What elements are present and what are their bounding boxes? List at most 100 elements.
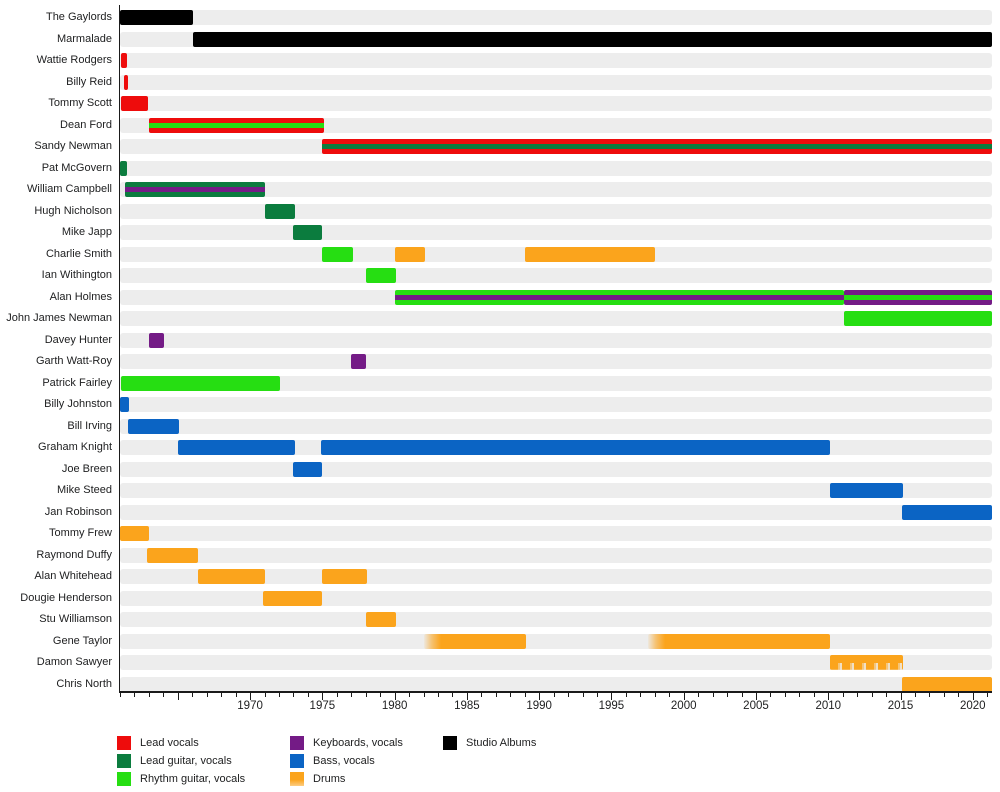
axis-tick bbox=[481, 692, 483, 697]
member-label: Mike Steed bbox=[56, 484, 112, 496]
axis-tick bbox=[698, 692, 700, 697]
timeline-track bbox=[120, 655, 992, 670]
axis-tick bbox=[264, 692, 266, 697]
member-label: Mike Japp bbox=[61, 226, 112, 238]
axis-tick bbox=[134, 692, 136, 697]
timeline-track bbox=[120, 311, 992, 326]
axis-tick bbox=[351, 692, 353, 697]
x-axis-line bbox=[118, 691, 992, 693]
axis-tick bbox=[495, 692, 497, 697]
timeline-bar-orange bbox=[524, 246, 655, 262]
timeline-bar-orange bbox=[901, 676, 992, 692]
axis-tick bbox=[423, 692, 425, 697]
axis-tick-label: 2010 bbox=[815, 700, 842, 712]
timeline-track bbox=[120, 397, 992, 412]
axis-tick bbox=[250, 692, 252, 700]
axis-tick bbox=[886, 692, 888, 697]
axis-tick bbox=[163, 692, 165, 697]
timeline-track bbox=[120, 203, 992, 219]
timeline-bar-lime bbox=[365, 268, 397, 283]
axis-tick-label: 1970 bbox=[237, 700, 263, 712]
member-label: Sandy Newman bbox=[34, 140, 112, 152]
timeline-track bbox=[120, 332, 992, 348]
axis-tick bbox=[813, 692, 815, 697]
legend-swatch-black bbox=[443, 736, 457, 750]
legend-swatch-darkgreen bbox=[117, 754, 131, 768]
member-label: Tommy Frew bbox=[49, 527, 112, 539]
timeline-bar-darkgreen bbox=[293, 225, 323, 240]
timeline-bar-orange bbox=[120, 526, 149, 541]
axis-tick bbox=[625, 692, 627, 697]
member-label: Damon Sawyer bbox=[36, 656, 112, 668]
axis-tick bbox=[683, 692, 685, 700]
axis-tick bbox=[524, 692, 526, 697]
timeline-bar-blue bbox=[901, 504, 992, 520]
member-label: Alan Holmes bbox=[49, 290, 112, 303]
timeline-track bbox=[120, 53, 992, 68]
axis-tick bbox=[727, 692, 729, 697]
legend-swatch-orange bbox=[290, 772, 304, 786]
timeline-bar-darkgreen bbox=[120, 160, 127, 176]
timeline-bar-darkgreen bbox=[125, 182, 265, 197]
axis-tick bbox=[452, 692, 454, 697]
axis-tick-label: 1990 bbox=[526, 700, 552, 712]
member-label: Pat McGovern bbox=[41, 161, 112, 174]
axis-tick bbox=[235, 692, 237, 697]
legend-swatch-purple bbox=[290, 736, 304, 750]
y-axis-line bbox=[118, 5, 121, 693]
timeline-bar-orange bbox=[394, 246, 425, 262]
axis-tick bbox=[712, 692, 714, 697]
member-label: Davey Hunter bbox=[44, 333, 112, 346]
timeline-bar-lime bbox=[394, 289, 845, 305]
timeline-bar-lime bbox=[322, 246, 353, 262]
timeline-bar-blue bbox=[120, 397, 129, 412]
timeline-bar-black bbox=[120, 10, 193, 25]
axis-tick bbox=[741, 692, 743, 697]
legend-label: Rhythm guitar, vocals bbox=[140, 773, 246, 785]
timeline-track bbox=[120, 225, 992, 240]
legend-label: Bass, vocals bbox=[313, 755, 375, 767]
axis-tick-label: 1985 bbox=[454, 700, 480, 712]
member-label: John James Newman bbox=[6, 312, 112, 324]
axis-tick bbox=[857, 692, 859, 697]
axis-tick bbox=[336, 692, 338, 697]
timeline-track bbox=[120, 354, 992, 369]
member-label: Billy Johnston bbox=[44, 398, 112, 410]
member-label: Patrick Fairley bbox=[42, 376, 112, 389]
timeline-track bbox=[120, 74, 992, 90]
member-label: Jan Robinson bbox=[44, 505, 112, 518]
axis-tick-label: 2005 bbox=[743, 700, 769, 712]
axis-tick bbox=[221, 692, 223, 697]
legend-swatch-lime bbox=[117, 772, 131, 786]
timeline-track bbox=[120, 10, 992, 25]
timeline-bar-orange bbox=[263, 590, 323, 606]
timeline-track bbox=[120, 526, 992, 541]
axis-tick bbox=[394, 692, 396, 700]
axis-tick-label: 1980 bbox=[381, 700, 408, 712]
timeline-bar-purple bbox=[148, 332, 165, 348]
legend-label: Lead vocals bbox=[140, 737, 199, 749]
timeline-bar-darkgreen bbox=[264, 203, 295, 219]
timeline-bar-orange bbox=[829, 655, 903, 670]
axis-tick bbox=[770, 692, 772, 697]
timeline-bar-purple bbox=[351, 354, 366, 369]
member-label: Wattie Rodgers bbox=[36, 54, 112, 66]
axis-tick bbox=[669, 692, 671, 697]
legend-swatch-red bbox=[117, 736, 131, 750]
axis-tick-label: 2015 bbox=[887, 700, 914, 712]
axis-tick bbox=[278, 692, 280, 697]
timeline-track bbox=[120, 504, 992, 520]
timeline-bar-blue bbox=[320, 440, 831, 455]
axis-tick bbox=[466, 692, 468, 700]
member-label: Dougie Henderson bbox=[20, 591, 112, 604]
member-label: Billy Reid bbox=[66, 75, 112, 88]
member-label: Joe Breen bbox=[61, 462, 112, 475]
axis-tick bbox=[437, 692, 439, 697]
timeline-bar-lime bbox=[844, 311, 992, 326]
axis-tick-label: 1975 bbox=[309, 700, 336, 712]
axis-tick bbox=[929, 692, 931, 697]
axis-tick bbox=[206, 692, 208, 697]
member-label: Graham Knight bbox=[38, 441, 112, 453]
axis-tick bbox=[177, 692, 179, 700]
